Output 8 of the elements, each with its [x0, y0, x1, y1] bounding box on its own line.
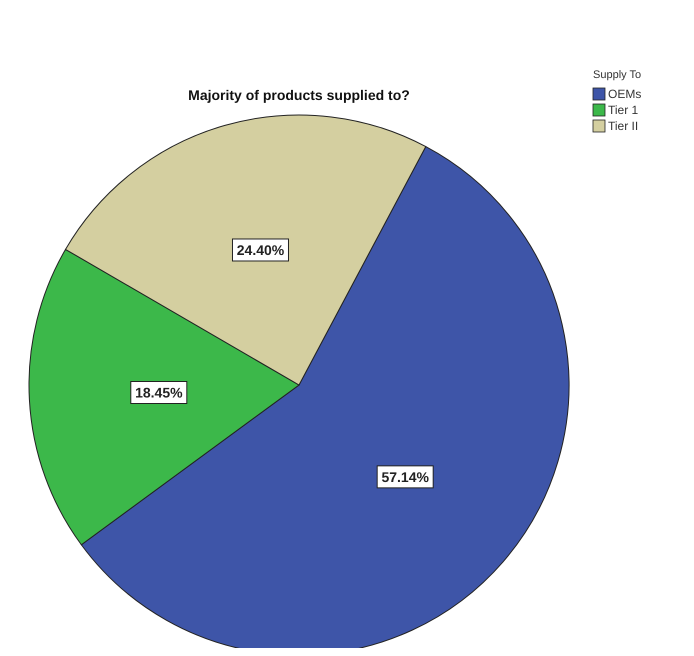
- legend-title: Supply To: [593, 69, 642, 81]
- legend-label: Tier 1: [608, 103, 639, 117]
- legend-label: OEMs: [608, 87, 642, 101]
- data-label: 18.45%: [135, 384, 184, 400]
- data-label: 57.14%: [381, 468, 430, 485]
- chart-title: Majority of products supplied to?: [188, 87, 410, 103]
- data-label: 24.40%: [236, 242, 285, 258]
- legend-label: Tier II: [608, 119, 638, 133]
